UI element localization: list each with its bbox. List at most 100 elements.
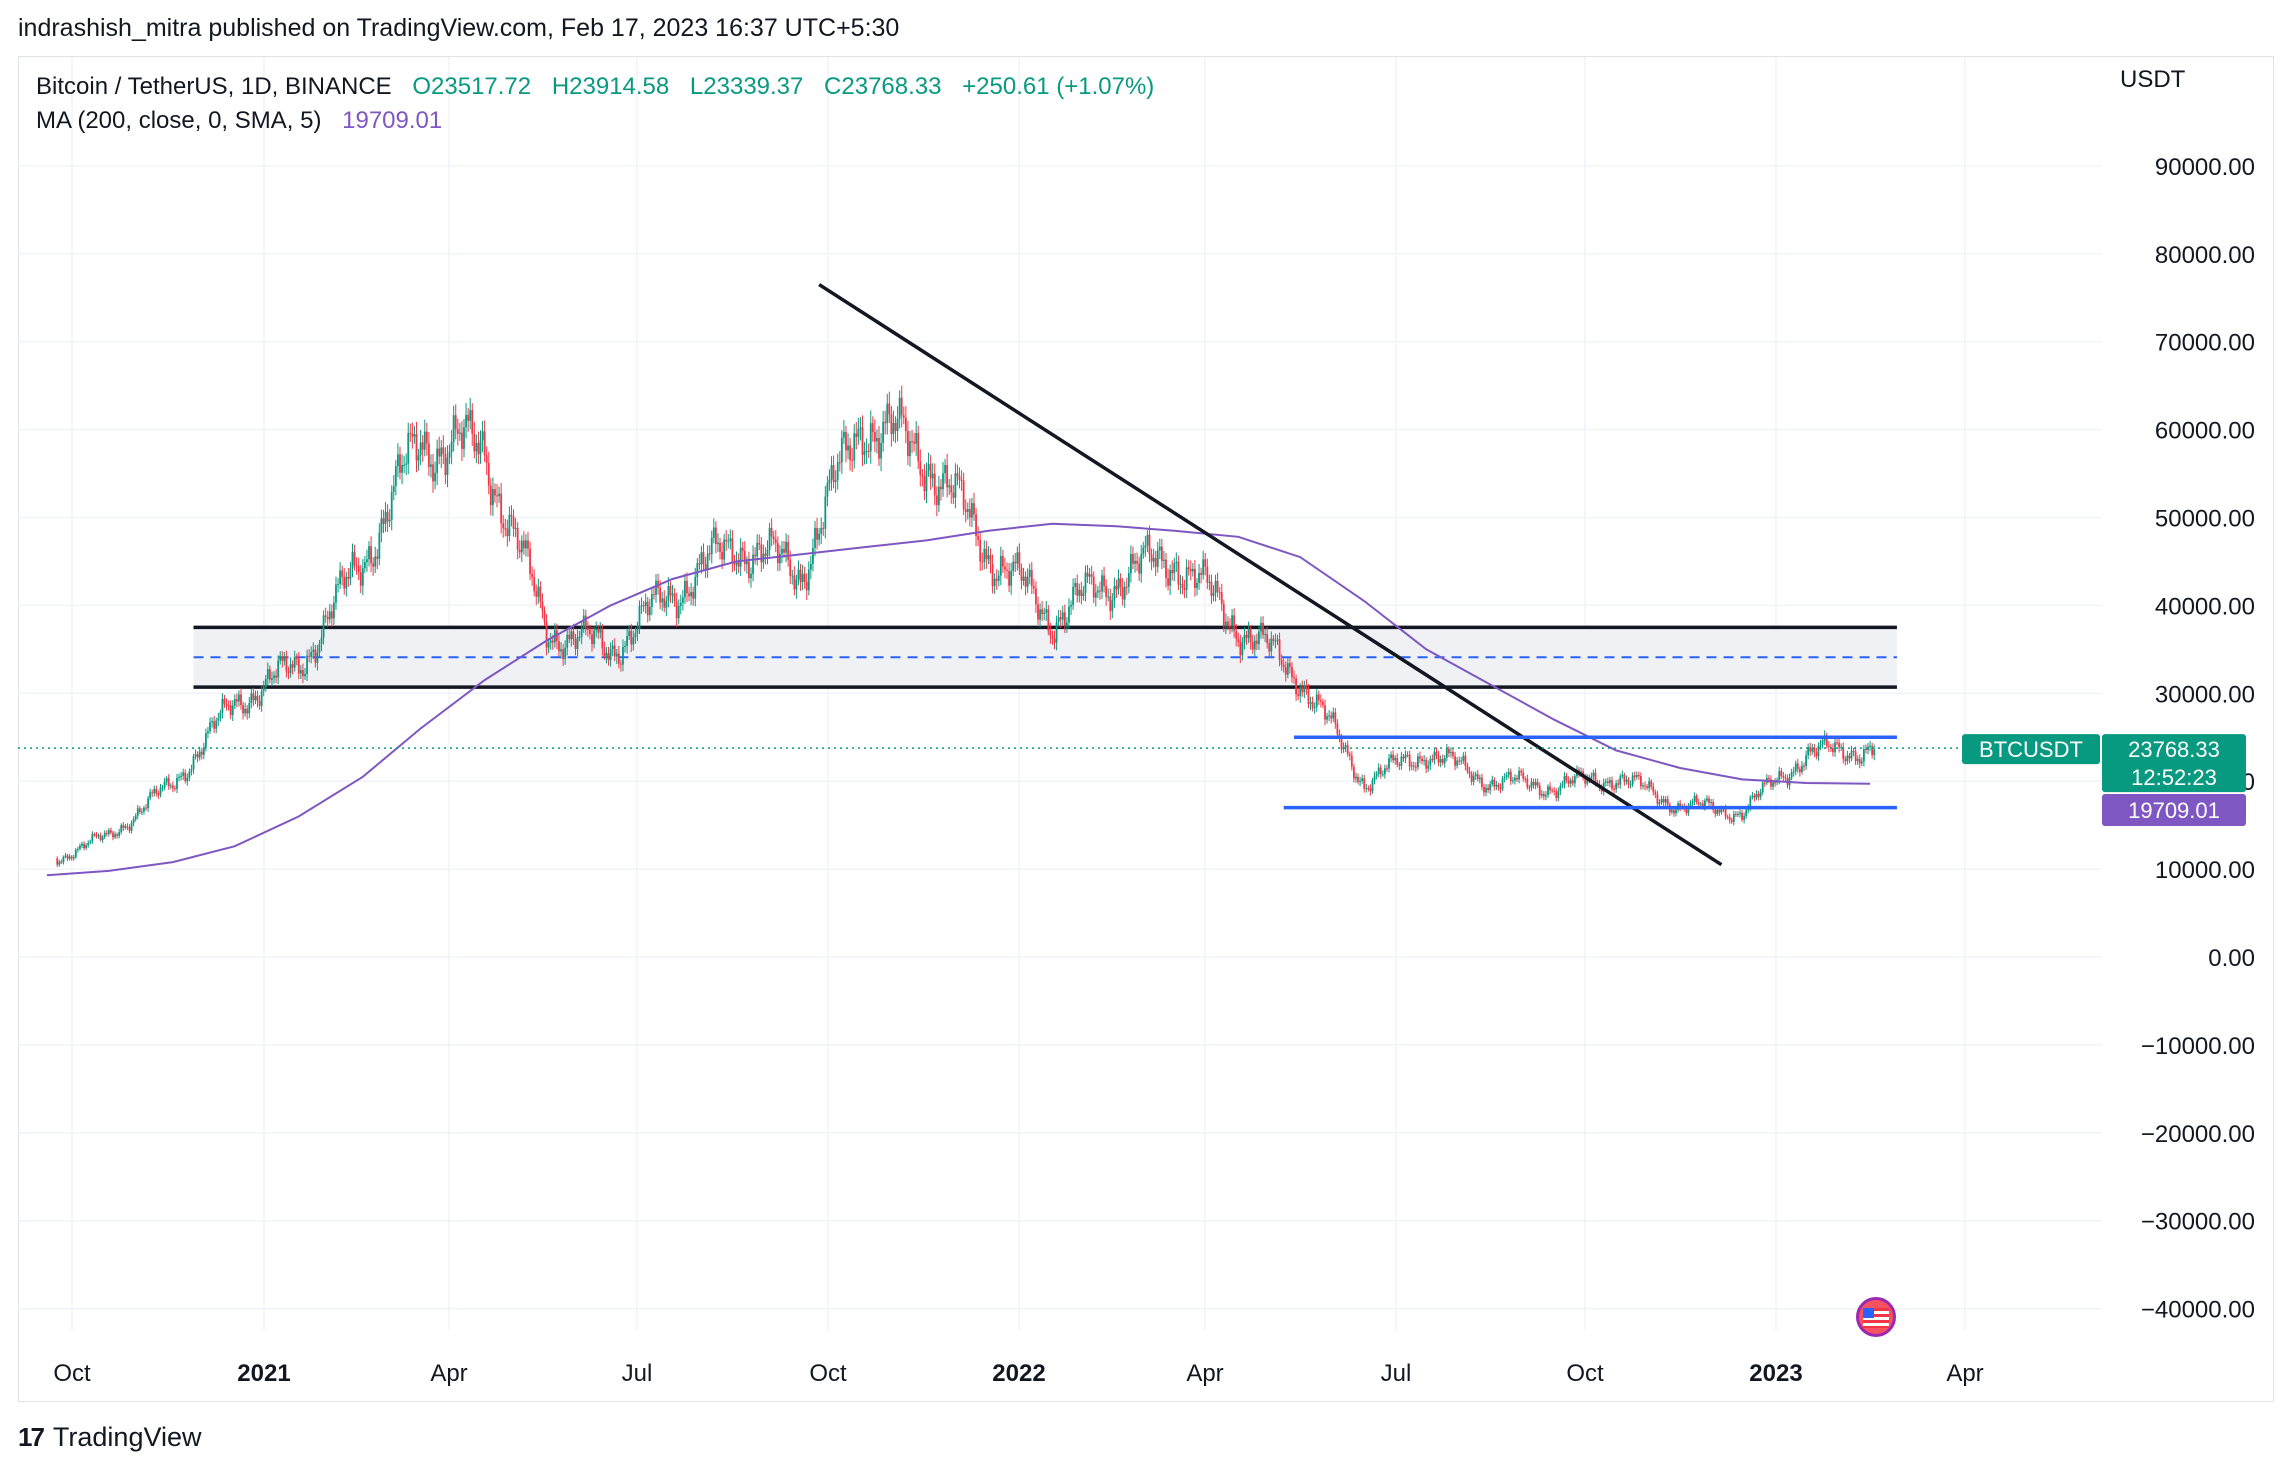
candle-body — [1160, 546, 1163, 561]
candle-body — [1474, 774, 1477, 776]
candle-body — [989, 555, 992, 564]
candle-body — [776, 543, 779, 564]
candle-body — [1639, 775, 1642, 787]
candle-body — [180, 775, 183, 777]
candle-body — [1063, 612, 1066, 626]
candle-body — [993, 578, 996, 586]
price-tick-label: 0.00 — [2208, 945, 2255, 972]
candle-body — [1150, 554, 1153, 562]
candle-body — [217, 718, 220, 721]
candle-body — [999, 556, 1002, 576]
candle-body — [1462, 755, 1465, 761]
candle-body — [169, 785, 172, 787]
candle-body — [1255, 640, 1258, 644]
candle-body — [805, 581, 808, 591]
candle-body — [927, 464, 930, 471]
candle-body — [370, 546, 372, 564]
candle-body — [1130, 554, 1132, 574]
candle-body — [85, 845, 88, 849]
candle-body — [1074, 582, 1077, 587]
candle-body — [591, 634, 593, 645]
candle-body — [1491, 779, 1494, 785]
candle-body — [1400, 756, 1403, 766]
candle-body — [750, 573, 752, 579]
candle-body — [374, 556, 377, 567]
candle-body — [737, 560, 740, 567]
symbol-title[interactable]: Bitcoin / TetherUS, 1D, BINANCE — [36, 73, 392, 100]
candle-body — [772, 536, 775, 540]
candle-body — [948, 485, 951, 488]
candle-body — [399, 454, 401, 473]
candle-body — [886, 403, 889, 424]
candle-body — [397, 454, 399, 467]
ma-path — [46, 522, 1871, 877]
candle-body — [188, 771, 191, 778]
candle-body — [1196, 582, 1198, 589]
candle-body — [1553, 790, 1556, 792]
candle-body — [785, 541, 787, 553]
candle-body — [760, 544, 763, 563]
candle-body — [560, 649, 562, 652]
countdown-value: 12:52:23 — [2131, 765, 2217, 790]
candle-body — [1621, 774, 1624, 777]
candle-body — [386, 511, 389, 522]
candle-body — [333, 602, 335, 619]
ma-price-tag — [2102, 794, 2246, 826]
tradingview-footer[interactable]: 17 TradingView — [18, 1422, 202, 1453]
candle-body — [110, 830, 112, 833]
price-tick-label: −40000.00 — [2141, 1297, 2255, 1324]
candle-body — [481, 431, 484, 441]
candle-body — [293, 657, 296, 668]
candle-body — [766, 549, 769, 556]
candle-body — [665, 601, 668, 608]
candle-body — [289, 664, 292, 673]
candle-body — [607, 653, 610, 661]
candle-body — [1720, 809, 1723, 813]
candle-body — [1340, 737, 1343, 750]
candle-body — [147, 798, 149, 809]
candle-body — [1231, 615, 1233, 627]
candle-body — [1264, 633, 1267, 635]
candle-body — [269, 669, 271, 680]
candle-body — [562, 649, 564, 660]
candle-body — [318, 643, 321, 653]
candle-body — [337, 584, 339, 586]
candle-body — [227, 705, 230, 707]
candle-body — [302, 670, 304, 677]
candle-body — [70, 856, 73, 859]
candle-body — [506, 528, 509, 537]
candle-body — [1253, 640, 1256, 650]
candle-body — [444, 453, 447, 475]
candle-body — [500, 493, 503, 524]
candle-body — [977, 536, 980, 540]
candle-body — [741, 547, 744, 551]
candle-body — [770, 527, 773, 537]
candle-body — [1024, 576, 1027, 587]
candle-body — [690, 591, 693, 597]
candle-body — [958, 476, 961, 480]
candle-body — [1629, 784, 1632, 786]
candle-body — [816, 527, 818, 540]
candle-body — [1410, 765, 1413, 767]
candle-body — [706, 553, 709, 570]
flag-icon[interactable] — [1856, 1297, 1896, 1337]
candle-body — [1309, 702, 1312, 704]
candle-body — [401, 465, 403, 473]
candle-body — [1470, 773, 1473, 782]
time-axis[interactable]: Oct 2021 Apr Jul Oct 2022 Apr Jul Oct 2023 Apr — [53, 1360, 1983, 1387]
candle-body — [1592, 772, 1595, 777]
candle-body — [1691, 801, 1694, 804]
candle-body — [603, 648, 606, 656]
ma-label[interactable]: MA (200, close, 0, SMA, 5) — [36, 107, 322, 134]
candle-body — [1778, 771, 1781, 780]
candle-body — [995, 578, 998, 581]
candle-body — [1303, 685, 1306, 693]
candle-body — [87, 842, 90, 846]
candle-body — [1406, 754, 1409, 756]
candle-body — [950, 485, 953, 493]
candle-body — [1704, 800, 1706, 808]
candle-body — [1144, 545, 1147, 548]
candle-body — [655, 580, 657, 595]
candle-body — [956, 473, 959, 477]
